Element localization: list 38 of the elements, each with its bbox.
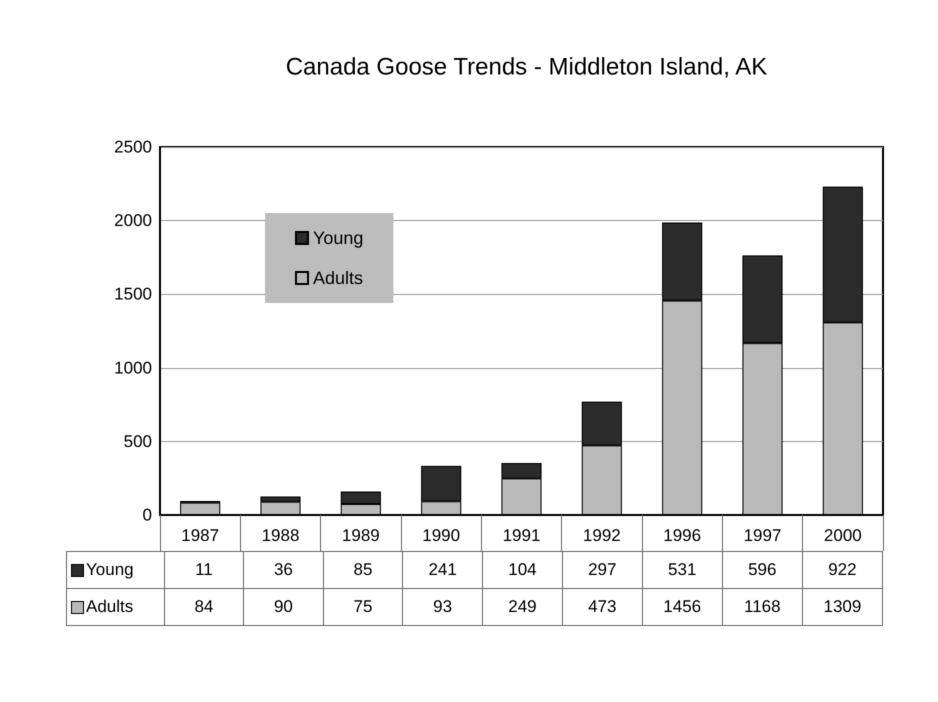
data-label: 596 [722, 552, 802, 588]
x-tick-label: 1991 [502, 526, 540, 545]
data-label: 297 [562, 552, 642, 588]
data-label: 104 [482, 552, 562, 588]
data-label: 922 [802, 552, 882, 588]
x-tick-label: 1987 [181, 526, 220, 545]
data-label: 531 [642, 552, 722, 588]
text: Young [86, 560, 134, 579]
y-tick-label: 2000 [114, 211, 152, 230]
x-tick-label: 1996 [663, 526, 702, 545]
x-tick-label: 1992 [582, 526, 621, 545]
data-label: 84 [164, 588, 244, 626]
data-label: 1168 [722, 588, 802, 626]
data-label: 36 [244, 552, 324, 588]
data-label: 241 [402, 552, 483, 588]
y-tick-label: 1500 [114, 284, 152, 304]
x-tick-label: 2000 [824, 526, 862, 545]
text: Adults [86, 597, 134, 616]
x-tick-label: 1988 [262, 526, 300, 545]
y-tick-label: 500 [124, 432, 152, 451]
data-label: 249 [482, 588, 562, 626]
data-label: 473 [562, 588, 642, 626]
y-tick-label: 0 [142, 506, 152, 524]
chart-title: Canada Goose Trends - Middleton Island, AK [286, 54, 768, 80]
data-label: 85 [323, 552, 403, 588]
data-label: 1309 [802, 588, 882, 626]
x-tick-label: 1989 [342, 526, 380, 545]
x-tick-label: 1997 [744, 526, 782, 545]
data-label: 93 [402, 588, 483, 626]
legend-label: Adults [313, 268, 364, 288]
y-tick-label: 2500 [114, 138, 152, 156]
data-label: 75 [323, 588, 403, 626]
data-label: 1456 [642, 588, 722, 626]
data-label: 11 [164, 552, 244, 588]
y-tick-label: 1000 [114, 358, 152, 378]
data-label: 90 [244, 588, 324, 626]
x-tick-label: 1990 [422, 526, 460, 545]
legend-label: Young [313, 228, 364, 248]
